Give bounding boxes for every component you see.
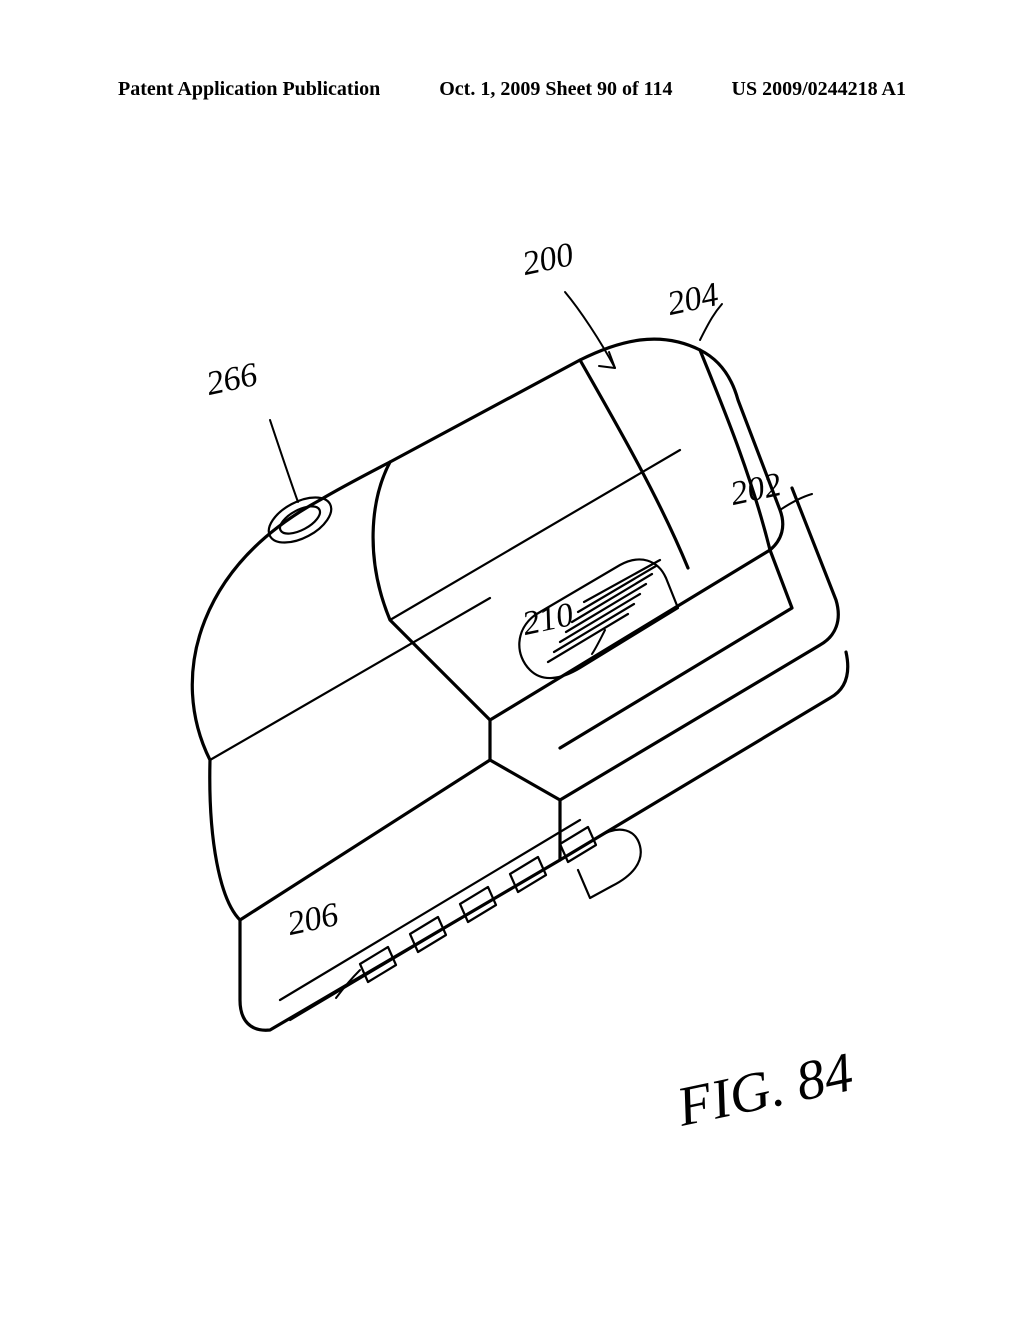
figure-84: 200 266 204 202 210 206 FIG. 84 [60, 200, 964, 1200]
header-publication: Patent Application Publication [118, 78, 380, 101]
patent-page: Patent Application Publication Oct. 1, 2… [0, 0, 1024, 1320]
page-header: Patent Application Publication Oct. 1, 2… [0, 78, 1024, 101]
header-doc-number: US 2009/0244218 A1 [732, 78, 906, 101]
header-sheet: Oct. 1, 2009 Sheet 90 of 114 [439, 78, 672, 101]
